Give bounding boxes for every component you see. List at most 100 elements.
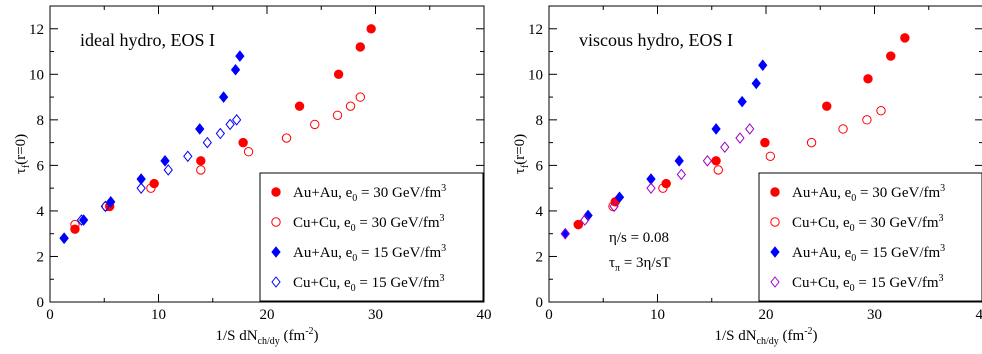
data-point: [735, 132, 745, 144]
y-tick-label: 2: [37, 249, 45, 265]
y-tick-label: 8: [37, 113, 45, 129]
x-tick-label: 20: [260, 307, 275, 323]
data-point: [863, 74, 873, 84]
data-point: [702, 155, 713, 167]
data-point: [238, 137, 248, 148]
data-point: [886, 51, 896, 61]
x-axis-title: 1/S dNch/dy (fm-2): [714, 326, 817, 347]
data-point: [215, 127, 225, 140]
data-point: [225, 118, 235, 131]
data-point: [745, 123, 755, 135]
data-point: [106, 196, 116, 208]
series-3: [560, 59, 768, 240]
x-tick-label: 30: [368, 307, 383, 323]
y-tick-label: 0: [536, 295, 544, 311]
y-tick-label: 4: [37, 204, 45, 220]
data-point: [658, 183, 668, 193]
data-point: [737, 95, 747, 108]
data-point: [294, 101, 305, 111]
annotation-text: η/s = 0.08: [609, 230, 669, 246]
data-point: [862, 115, 872, 125]
data-point: [243, 147, 254, 157]
chart-panel-1: 0 10 20 30 40 0 2 4 6 8 10 12 1/S dNch/dy (fm-2) τf(r…: [13, 5, 492, 347]
data-point: [614, 191, 625, 204]
legend-entry-label: Cu+Cu, e0 = 15 GeV/fm3: [293, 273, 445, 294]
x-tick-label: 0: [545, 307, 553, 323]
legend: Au+Au, e0 = 30 GeV/fm3 Cu+Cu, e0 = 30 GeV…: [758, 172, 982, 302]
data-point: [609, 200, 619, 213]
legend-box: [758, 172, 982, 302]
data-point: [76, 214, 87, 226]
data-point: [806, 137, 817, 148]
data-point: [332, 110, 343, 120]
data-point: [310, 119, 320, 130]
legend-marker: [770, 187, 780, 197]
data-point: [758, 59, 768, 72]
data-point: [711, 156, 721, 166]
data-point: [560, 227, 570, 240]
series-1: [573, 33, 910, 230]
legend-entry-label: Au+Au, e0 = 15 GeV/fm3: [293, 243, 446, 264]
annotation-text: τπ = 3η/sT: [609, 255, 671, 274]
legend-entry-label: Cu+Cu, e0 = 30 GeV/fm3: [792, 213, 944, 234]
panel-title: ideal hydro, EOS I: [80, 30, 215, 50]
data-point: [560, 227, 570, 240]
data-point: [136, 182, 146, 194]
y-tick-label: 0: [37, 295, 45, 311]
x-tick-label: 40: [477, 307, 492, 323]
data-point: [751, 77, 761, 90]
series-4: [59, 114, 242, 245]
data-point: [900, 33, 910, 43]
x-tick-label: 0: [46, 307, 54, 323]
data-point: [59, 232, 69, 245]
x-tick-label: 10: [151, 307, 166, 323]
data-point: [70, 219, 80, 230]
data-point: [720, 141, 730, 153]
data-point: [676, 168, 687, 181]
data-point: [230, 63, 241, 76]
legend-box: [259, 172, 484, 302]
data-point: [355, 42, 366, 52]
data-point: [345, 101, 356, 111]
data-point: [231, 114, 242, 126]
chart-panel-2: 0 10 20 30 40 0 2 4 6 8 10 12 1/S dNch/dy (fm-2) τf(r…: [512, 5, 982, 347]
series-4: [560, 123, 755, 240]
data-point: [218, 91, 229, 103]
data-point: [146, 183, 156, 193]
y-tick-label: 6: [37, 158, 45, 174]
y-tick-label: 8: [536, 113, 544, 129]
data-point: [760, 137, 770, 148]
data-point: [366, 24, 376, 34]
data-point: [711, 123, 721, 135]
data-point: [136, 173, 146, 185]
y-tick-label: 6: [536, 158, 544, 174]
y-tick-label: 2: [536, 249, 544, 265]
legend-marker: [271, 187, 281, 197]
series-3: [59, 50, 245, 245]
legend-marker: [271, 246, 281, 258]
legend-marker: [770, 217, 780, 227]
legend-entry-label: Au+Au, e0 = 30 GeV/fm3: [792, 183, 945, 204]
data-point: [183, 150, 193, 163]
x-tick-label: 30: [867, 307, 882, 323]
data-point: [281, 133, 292, 143]
data-point: [196, 165, 206, 175]
legend-marker: [770, 246, 780, 258]
y-axis-title: τf(r=0): [13, 134, 32, 174]
data-point: [163, 164, 173, 176]
y-tick-label: 12: [528, 22, 543, 38]
legend-entry-label: Cu+Cu, e0 = 15 GeV/fm3: [792, 273, 944, 294]
data-point: [59, 232, 69, 245]
legend-marker: [271, 276, 281, 288]
data-point: [160, 155, 170, 167]
y-tick-label: 10: [29, 67, 44, 83]
data-point: [78, 214, 89, 226]
data-point: [100, 200, 110, 213]
data-point: [195, 123, 205, 135]
data-point: [202, 136, 212, 149]
legend-entry-label: Cu+Cu, e0 = 30 GeV/fm3: [293, 213, 445, 234]
series-2: [573, 106, 886, 230]
data-point: [713, 165, 723, 175]
x-tick-label: 40: [976, 307, 982, 323]
